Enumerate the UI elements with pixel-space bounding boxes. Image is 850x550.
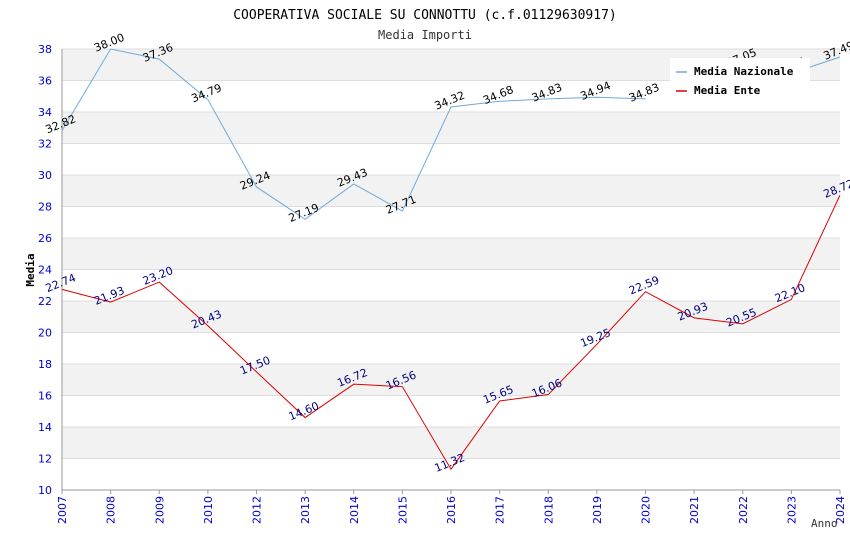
x-tick-label: 2018 xyxy=(542,496,555,524)
y-tick-label: 28 xyxy=(38,201,52,214)
y-tick-label: 14 xyxy=(38,421,52,434)
y-tick-label: 18 xyxy=(38,358,52,371)
x-tick-label: 2008 xyxy=(105,496,118,524)
y-tick-label: 34 xyxy=(38,106,52,119)
x-tick-label: 2017 xyxy=(494,496,507,524)
grid-band xyxy=(62,238,840,270)
y-axis-title: Media xyxy=(24,253,37,286)
grid-lines xyxy=(61,48,840,491)
x-tick-label: 2024 xyxy=(834,496,847,524)
x-tick-label: 2020 xyxy=(640,496,653,524)
grid-bands xyxy=(62,49,840,459)
x-axis-ticks: 2007 2008 2009 2010 2012 2013 2014 2015 2016 2017… xyxy=(56,490,847,524)
y-tick-label: 38 xyxy=(38,43,52,56)
x-tick-label: 2019 xyxy=(591,496,604,524)
series-line-media-nazionale xyxy=(61,48,646,220)
data-label: 34.83 xyxy=(627,81,661,105)
x-tick-label: 2015 xyxy=(396,496,409,524)
grid-band xyxy=(62,427,840,459)
legend-box xyxy=(670,58,810,102)
legend-label-media-ente: Media Ente xyxy=(694,84,761,97)
y-tick-label: 30 xyxy=(38,169,52,182)
y-tick-label: 32 xyxy=(38,138,52,151)
y-tick-label: 36 xyxy=(38,75,52,88)
x-tick-label: 2021 xyxy=(688,496,701,524)
data-label: 34.94 xyxy=(579,79,613,103)
x-tick-label: 2012 xyxy=(251,496,264,524)
data-label: 14.60 xyxy=(287,399,321,423)
x-tick-label: 2013 xyxy=(299,496,312,524)
y-tick-label: 22 xyxy=(38,295,52,308)
y-tick-label: 10 xyxy=(38,484,52,497)
chart-title: COOPERATIVA SOCIALE SU CONNOTTU (c.f.011… xyxy=(233,8,617,23)
data-label: 34.79 xyxy=(190,81,224,105)
y-tick-label: 12 xyxy=(38,453,52,466)
y-tick-label: 16 xyxy=(38,390,52,403)
x-tick-label: 2022 xyxy=(737,496,750,524)
legend-label-media-nazionale: Media Nazionale xyxy=(694,65,794,78)
y-tick-label: 24 xyxy=(38,264,52,277)
x-tick-label: 2009 xyxy=(153,496,166,524)
x-tick-label: 2007 xyxy=(56,496,69,524)
y-tick-label: 26 xyxy=(38,232,52,245)
grid-band xyxy=(62,301,840,333)
grid-band xyxy=(62,175,840,207)
x-tick-label: 2023 xyxy=(785,496,798,524)
series-line-media-ente xyxy=(61,194,841,471)
grid-band xyxy=(62,112,840,144)
x-tick-label: 2010 xyxy=(202,496,215,524)
y-axis-ticks: 10 12 14 16 18 20 22 24 26 28 30 32 34 36 38 xyxy=(38,43,52,497)
data-label: 34.83 xyxy=(530,81,564,105)
legend: Media Nazionale Media Ente xyxy=(670,58,810,102)
x-axis-title: Anno xyxy=(811,517,838,530)
data-label: 34.68 xyxy=(481,83,515,107)
x-tick-label: 2014 xyxy=(348,496,361,524)
y-tick-label: 20 xyxy=(38,327,52,340)
grid-band xyxy=(62,364,840,396)
x-tick-label: 2016 xyxy=(445,496,458,524)
chart-subtitle: Media Importi xyxy=(378,28,472,42)
